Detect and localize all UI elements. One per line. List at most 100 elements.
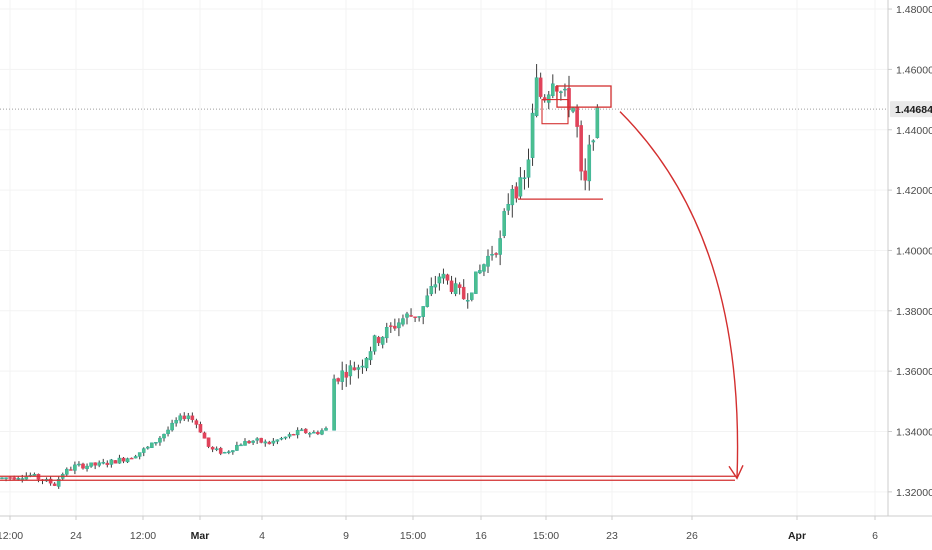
x-tick-label: 24	[70, 530, 82, 542]
candle-down	[514, 186, 519, 199]
candle-up	[417, 316, 421, 318]
candle-up	[425, 295, 430, 307]
candle-up	[263, 441, 268, 444]
candle-down	[194, 420, 199, 425]
forecast-arrowhead	[728, 464, 744, 480]
x-tick-label: Mar	[191, 530, 210, 542]
y-tick-label: 1.38000	[896, 306, 932, 318]
candle-up	[32, 474, 37, 476]
candle-up	[166, 429, 170, 435]
candle-up	[433, 284, 438, 288]
candle-down	[494, 253, 498, 255]
y-tick-label: 1.36000	[896, 366, 932, 378]
candle-up	[546, 94, 551, 103]
candle-up	[312, 432, 316, 434]
last-price-badge	[890, 101, 932, 118]
grid	[0, 0, 888, 516]
candle-down	[344, 371, 349, 378]
candle-up	[478, 270, 482, 274]
candle-down	[81, 463, 85, 469]
candle-up	[474, 271, 478, 294]
candle-up	[287, 434, 292, 437]
candle-up	[563, 88, 567, 91]
candle-down	[259, 437, 264, 443]
y-tick-label: 1.34000	[896, 427, 932, 439]
forecast-arrow[interactable]	[619, 111, 739, 479]
candle-up	[534, 77, 539, 116]
candle-down	[445, 274, 450, 281]
candle-down	[182, 415, 187, 420]
candle-down	[52, 483, 57, 486]
candle-down	[575, 106, 579, 127]
consolidation-box[interactable]	[541, 99, 569, 125]
candle-down	[457, 284, 462, 288]
candle-up	[295, 429, 300, 436]
candle-up	[441, 273, 446, 279]
candle-down	[202, 432, 207, 439]
candle-up	[320, 430, 324, 435]
resistance-box[interactable]	[556, 85, 612, 108]
candle-up	[332, 378, 336, 431]
candle-up	[141, 448, 146, 453]
candle-up	[380, 336, 385, 345]
candle-up	[4, 477, 8, 479]
candle-down	[449, 280, 454, 292]
candle-up	[551, 83, 555, 96]
candle-up	[20, 478, 25, 480]
candle-down	[413, 316, 417, 318]
candle-down	[267, 441, 272, 445]
candle-up	[356, 367, 361, 370]
candle-up	[283, 436, 288, 439]
candle-up	[405, 313, 409, 318]
candle-up	[275, 439, 280, 442]
candle-up	[506, 204, 511, 211]
candle-down	[352, 367, 357, 371]
candle-up	[486, 255, 490, 267]
candle-up	[170, 422, 174, 431]
x-tick-label: 12:00	[130, 530, 156, 542]
candle-up	[154, 442, 158, 444]
candle-up	[279, 438, 284, 440]
candle-down	[389, 325, 393, 327]
candle-up	[490, 254, 494, 256]
candle-down	[69, 469, 73, 471]
candle-up	[0, 477, 4, 479]
candle-down	[376, 337, 381, 344]
x-tick-label: 16	[475, 530, 487, 542]
candle-up	[364, 357, 369, 369]
candle-up	[178, 415, 183, 421]
candle-up	[571, 107, 575, 112]
x-tick-label: Apr	[788, 530, 806, 542]
x-tick-label: 9	[343, 530, 349, 542]
candle-up	[437, 276, 442, 284]
candle-down	[583, 170, 587, 181]
candle-up	[453, 283, 458, 294]
candle-down	[121, 457, 126, 462]
candle-down	[206, 437, 211, 447]
x-tick-label: 26	[686, 530, 698, 542]
y-tick-label: 1.32000	[896, 487, 932, 499]
x-tick-label: 23	[606, 530, 618, 542]
candle-up	[372, 335, 377, 352]
candle-up	[243, 441, 247, 446]
y-tick-label: 1.42000	[896, 185, 932, 197]
y-tick-label: 1.46000	[896, 64, 932, 76]
candle-up	[384, 327, 389, 339]
x-tick-label: 15:00	[533, 530, 559, 542]
candle-down	[409, 315, 413, 317]
candle-down	[198, 424, 203, 433]
candle-up	[162, 433, 166, 439]
candle-up	[595, 107, 600, 138]
candle-up	[231, 450, 235, 453]
candle-down	[538, 77, 543, 97]
candle-down	[129, 457, 134, 460]
candle-down	[48, 478, 53, 484]
x-tick-label: 4	[259, 530, 265, 542]
candle-up	[174, 420, 178, 424]
candle-up	[482, 264, 486, 272]
candle-up	[117, 457, 122, 464]
candle-up	[255, 438, 259, 441]
